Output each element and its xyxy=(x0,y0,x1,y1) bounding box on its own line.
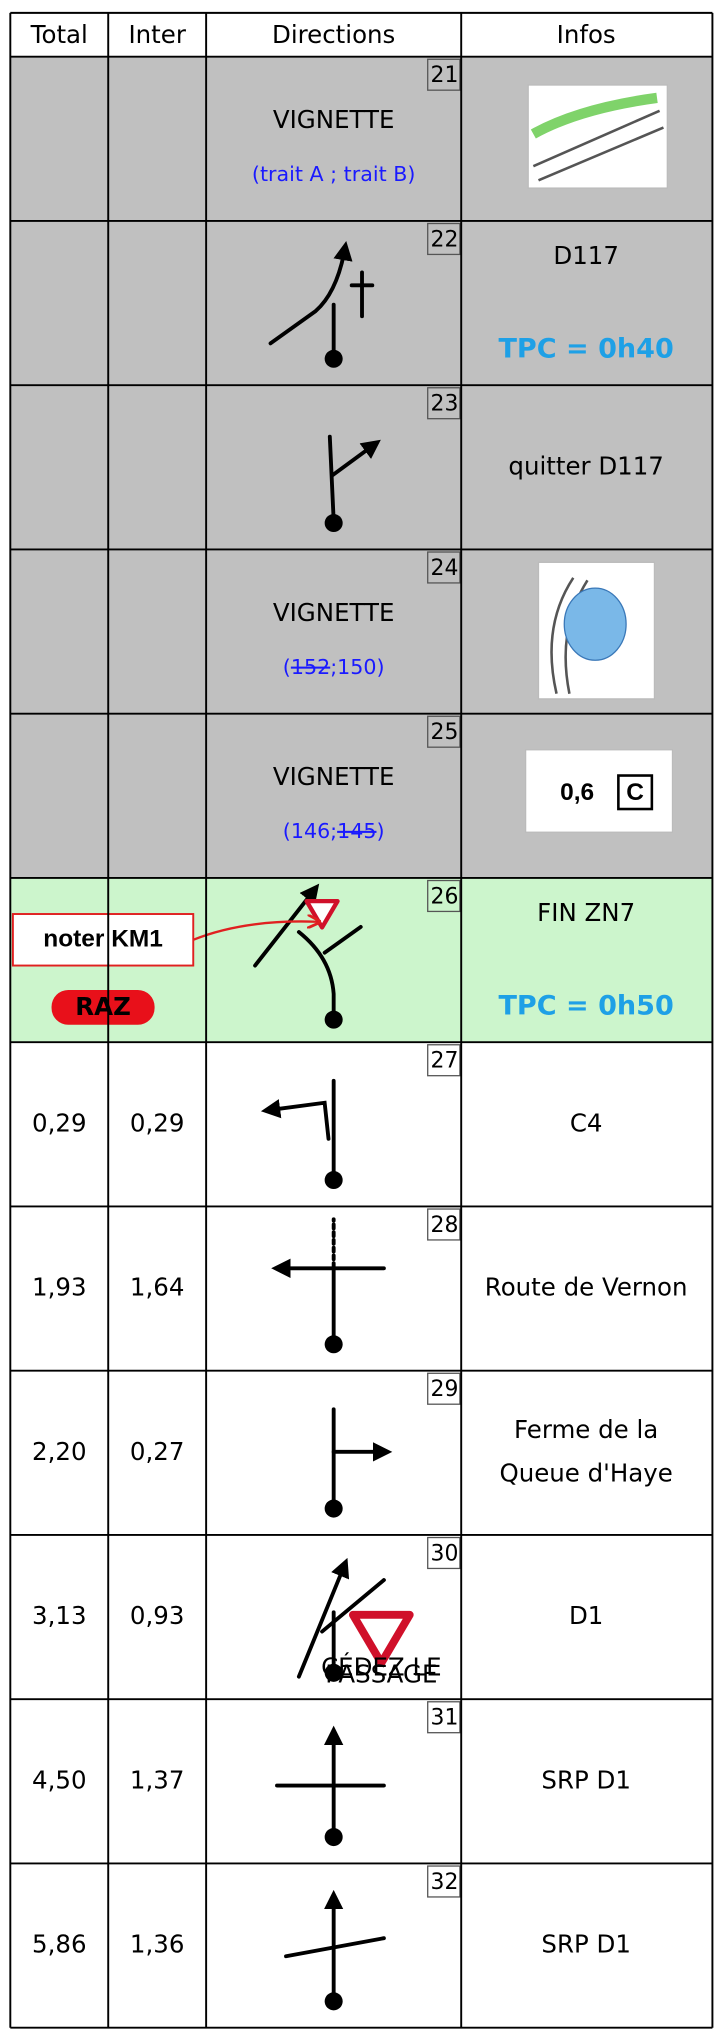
info-text: Ferme de la xyxy=(514,1415,658,1444)
note-label: noter KM1 xyxy=(43,925,163,952)
tpc-text: TPC = 0h50 xyxy=(498,990,673,1021)
header-cell: Total xyxy=(30,20,88,49)
direction-text: VIGNETTE xyxy=(273,762,395,791)
header-cell: Directions xyxy=(272,20,395,49)
step-number: 26 xyxy=(431,884,459,909)
step-number: 27 xyxy=(431,1049,459,1074)
direction-note: (trait A ; trait B) xyxy=(252,162,415,186)
info-text: quitter D117 xyxy=(508,451,663,480)
note-part: ( xyxy=(283,655,291,679)
direction-note: (146;145) xyxy=(283,819,385,843)
info-text: SRP D1 xyxy=(541,1765,630,1794)
roadbook: Total Inter Directions Infos 21 VIGNETTE (trai… xyxy=(0,0,715,2029)
header-cell: Inter xyxy=(128,20,186,49)
step-number: 29 xyxy=(431,1377,459,1402)
start-dot xyxy=(325,1500,343,1518)
step-number: 32 xyxy=(431,1870,459,1895)
note-part: 145 xyxy=(337,819,376,843)
step-number: 28 xyxy=(431,1213,459,1238)
inter-cell: 0,27 xyxy=(130,1437,184,1466)
step-number: 30 xyxy=(431,1541,459,1566)
total-cell: 2,20 xyxy=(32,1437,86,1466)
direction-text: VIGNETTE xyxy=(273,105,395,134)
start-dot xyxy=(325,1828,343,1846)
start-dot xyxy=(325,1664,343,1682)
inter-cell: 1,64 xyxy=(130,1273,184,1302)
step-number: 23 xyxy=(431,392,459,417)
note-part: ;150) xyxy=(330,655,384,679)
inter-cell: 1,36 xyxy=(130,1930,184,1959)
inter-cell: 0,93 xyxy=(130,1601,184,1630)
direction-text: VIGNETTE xyxy=(273,598,395,627)
start-dot xyxy=(325,1171,343,1189)
start-dot xyxy=(325,514,343,532)
info-text: D1 xyxy=(569,1601,603,1630)
vignette-lake xyxy=(564,588,626,660)
step-number: 21 xyxy=(431,63,459,88)
total-cell: 1,93 xyxy=(32,1273,86,1302)
step-number: 25 xyxy=(431,720,459,745)
total-cell: 0,29 xyxy=(32,1108,86,1137)
inter-cell: 0,29 xyxy=(130,1108,184,1137)
vignette-text: C xyxy=(626,779,644,806)
info-text: SRP D1 xyxy=(541,1930,630,1959)
total-cell: 5,86 xyxy=(32,1930,86,1959)
step-number: 22 xyxy=(431,227,459,252)
table: Total Inter Directions Infos 21 VIGNETTE (trai… xyxy=(10,13,712,2028)
vignette-text: 0,6 xyxy=(560,779,594,806)
note-part: (146; xyxy=(283,819,337,843)
start-dot xyxy=(325,350,343,368)
note-part: ) xyxy=(376,819,384,843)
direction-note: (152;150) xyxy=(283,655,385,679)
start-dot xyxy=(325,1011,343,1029)
note-part: (trait A ; trait B) xyxy=(252,162,415,186)
inter-cell: 1,37 xyxy=(130,1765,184,1794)
header-cell: Infos xyxy=(557,20,616,49)
step-number: 24 xyxy=(431,556,459,581)
raz-label: RAZ xyxy=(75,992,131,1021)
step-number: 31 xyxy=(431,1706,459,1731)
tpc-text: TPC = 0h40 xyxy=(498,333,673,364)
total-cell: 4,50 xyxy=(32,1765,86,1794)
info-text: Queue d'Haye xyxy=(499,1459,672,1488)
info-text: C4 xyxy=(570,1108,603,1137)
row-bg xyxy=(10,1042,712,1206)
total-cell: 3,13 xyxy=(32,1601,86,1630)
info-text: D117 xyxy=(553,241,619,270)
start-dot xyxy=(325,1335,343,1353)
start-dot xyxy=(325,1992,343,2010)
info-text: Route de Vernon xyxy=(485,1273,688,1302)
info-text: FIN ZN7 xyxy=(537,898,635,927)
note-part: 152 xyxy=(291,655,330,679)
